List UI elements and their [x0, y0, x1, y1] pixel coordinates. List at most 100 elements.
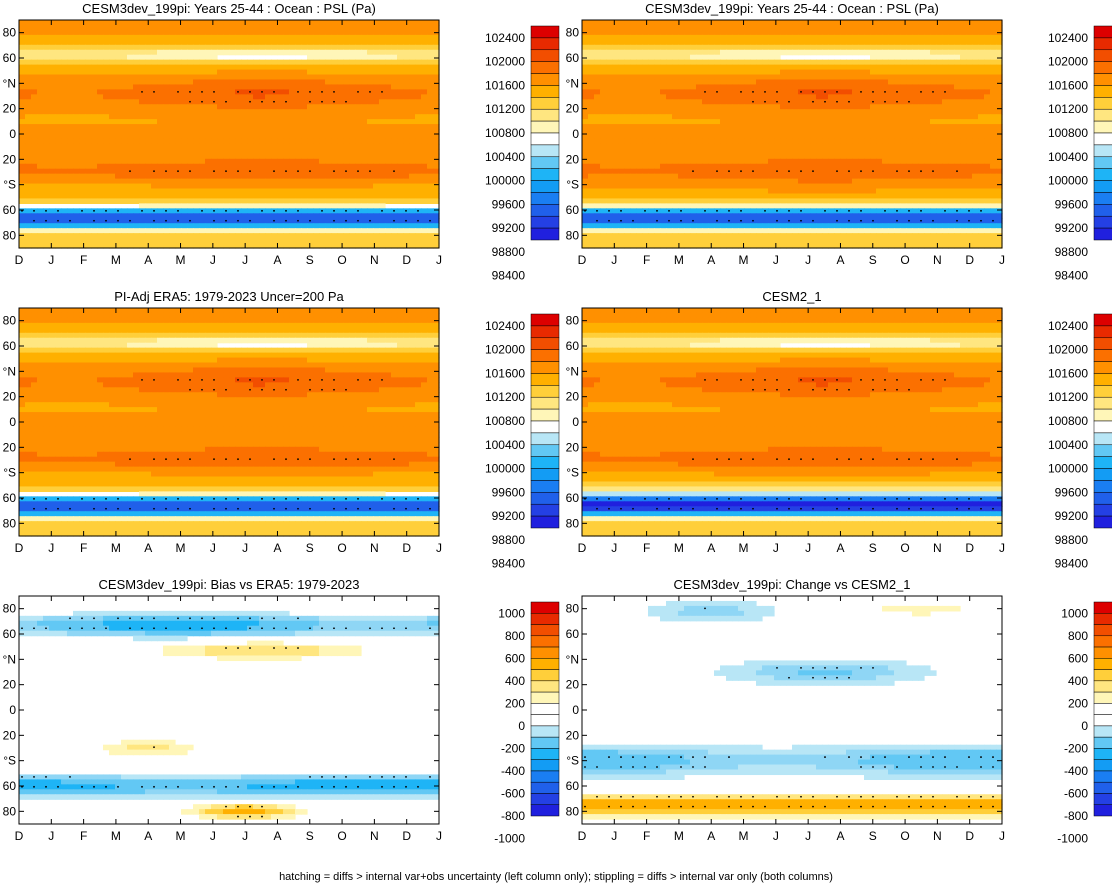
field-cell [978, 124, 985, 130]
field-cell [666, 94, 673, 100]
field-cell [235, 124, 242, 130]
field-cell [367, 109, 374, 115]
field-cell [55, 109, 62, 115]
field-cell [720, 64, 727, 71]
field-cell [115, 238, 122, 244]
stipple-dot [81, 209, 83, 212]
field-cell [313, 84, 320, 90]
field-cell [822, 124, 829, 130]
stipple-dot [309, 170, 311, 173]
field-cell [181, 119, 188, 125]
field-cell [139, 109, 146, 115]
field-cell [211, 124, 218, 130]
field-cell [367, 153, 374, 160]
field-cell [241, 168, 248, 175]
field-cell [415, 183, 422, 190]
field-cell [367, 143, 374, 150]
field-cell [205, 193, 212, 200]
field-cell [271, 158, 278, 165]
field-cell [834, 74, 841, 81]
field-cell [894, 24, 901, 31]
field-cell [97, 193, 104, 200]
field-cell [97, 148, 104, 155]
field-cell [804, 89, 811, 95]
field-cell [648, 114, 655, 120]
stipple-dot [237, 219, 239, 222]
field-cell [397, 168, 404, 175]
field-cell [858, 99, 865, 105]
field-cell [756, 29, 763, 36]
field-cell [894, 114, 901, 120]
field-cell [193, 233, 200, 239]
y-tick-label: 80 [3, 26, 17, 40]
field-cell [600, 124, 607, 130]
field-cell [367, 54, 374, 61]
field-cell [79, 163, 86, 170]
field-cell [79, 134, 86, 140]
field-cell [624, 79, 631, 86]
field-cell [427, 183, 434, 190]
field-cell [343, 89, 350, 95]
field-cell [972, 84, 979, 90]
field-cell [618, 64, 625, 71]
field-cell [283, 74, 290, 81]
field-cell [678, 34, 685, 41]
field-cell [349, 134, 356, 140]
field-cell [265, 243, 272, 249]
field-cell [427, 148, 434, 155]
field-cell [738, 119, 745, 125]
field-cell [762, 114, 769, 120]
field-cell [624, 94, 631, 100]
field-cell [331, 104, 338, 110]
field-cell [103, 69, 110, 76]
field-cell [307, 54, 314, 61]
field-cell [433, 178, 440, 185]
field-cell [133, 34, 140, 41]
field-cell [337, 153, 344, 160]
field-cell [744, 44, 751, 51]
field-cell [930, 104, 937, 110]
field-cell [954, 39, 961, 46]
field-cell [684, 94, 691, 100]
field-cell [373, 183, 380, 190]
field-cell [133, 104, 140, 110]
field-cell [205, 119, 212, 125]
field-cell [948, 59, 955, 66]
field-cell [277, 158, 284, 165]
field-cell [163, 84, 170, 90]
field-cell [91, 49, 98, 56]
field-cell [427, 233, 434, 239]
field-cell [373, 148, 380, 155]
field-cell [25, 218, 32, 224]
colorbar-label: 98800 [492, 245, 526, 259]
field-cell [325, 168, 332, 175]
field-cell [864, 24, 871, 31]
field-cell [259, 143, 266, 150]
field-cell [277, 198, 284, 204]
field-cell [223, 79, 230, 86]
field-cell [241, 89, 248, 95]
field-cell [211, 109, 218, 115]
field-cell [403, 168, 410, 175]
field-cell [612, 104, 619, 110]
field-cell [403, 89, 410, 95]
field-cell [145, 104, 152, 110]
field-cell [385, 24, 392, 31]
field-cell [37, 129, 44, 135]
field-cell [259, 138, 266, 145]
field-cell [714, 99, 721, 105]
field-cell [313, 218, 320, 224]
field-cell [726, 59, 733, 66]
field-cell [97, 114, 104, 120]
field-cell [235, 59, 242, 66]
field-cell [37, 20, 44, 26]
field-cell [67, 69, 74, 76]
field-cell [73, 143, 80, 150]
field-cell [73, 163, 80, 170]
field-cell [61, 119, 68, 125]
field-cell [73, 153, 80, 160]
field-cell [91, 69, 98, 76]
field-cell [313, 59, 320, 66]
x-tick-label: D [402, 253, 411, 267]
field-cell [385, 119, 392, 125]
